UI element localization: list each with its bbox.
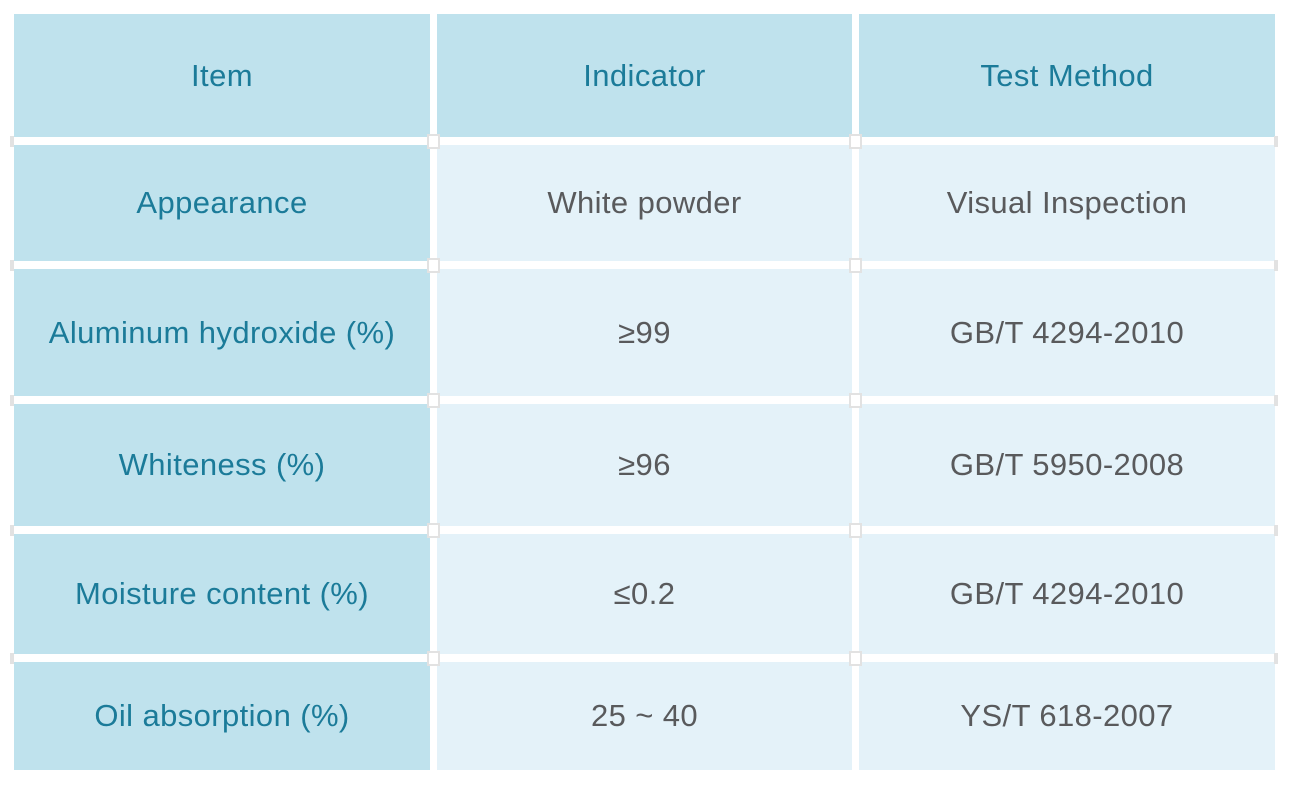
row-oil-absorption-test-method: YS/T 618-2007 bbox=[859, 662, 1275, 770]
edge-tick bbox=[10, 652, 14, 664]
header-cell-test-method: Test Method bbox=[859, 14, 1275, 137]
cell-handle bbox=[849, 392, 862, 408]
cell-handle bbox=[849, 522, 862, 538]
row-aluminum-hydroxide-indicator: ≥99 bbox=[437, 269, 852, 396]
cell-handle bbox=[427, 650, 440, 666]
row-aluminum-hydroxide-item: Aluminum hydroxide (%) bbox=[14, 269, 430, 396]
row-whiteness-test-method: GB/T 5950-2008 bbox=[859, 404, 1275, 526]
row-aluminum-hydroxide-test-method: GB/T 4294-2010 bbox=[859, 269, 1275, 396]
edge-tick bbox=[10, 394, 14, 406]
row-oil-absorption-indicator: 25 ~ 40 bbox=[437, 662, 852, 770]
spec-table: Item Indicator Test Method Appearance Wh… bbox=[14, 14, 1275, 770]
edge-tick bbox=[10, 524, 14, 536]
cell-handle bbox=[849, 650, 862, 666]
cell-handle bbox=[427, 133, 440, 149]
cell-handle bbox=[427, 522, 440, 538]
cell-handle bbox=[427, 392, 440, 408]
row-appearance-test-method: Visual Inspection bbox=[859, 145, 1275, 261]
row-whiteness-indicator: ≥96 bbox=[437, 404, 852, 526]
cell-handle bbox=[849, 257, 862, 273]
edge-tick bbox=[10, 259, 14, 271]
row-oil-absorption-item: Oil absorption (%) bbox=[14, 662, 430, 770]
edge-tick bbox=[1274, 524, 1278, 536]
header-cell-indicator: Indicator bbox=[437, 14, 852, 137]
edge-tick bbox=[1274, 259, 1278, 271]
cell-handle bbox=[427, 257, 440, 273]
row-moisture-content-indicator: ≤0.2 bbox=[437, 534, 852, 654]
edge-tick bbox=[1274, 652, 1278, 664]
header-cell-item: Item bbox=[14, 14, 430, 137]
row-moisture-content-item: Moisture content (%) bbox=[14, 534, 430, 654]
row-appearance-item: Appearance bbox=[14, 145, 430, 261]
edge-tick bbox=[1274, 135, 1278, 147]
cell-handle bbox=[849, 133, 862, 149]
row-moisture-content-test-method: GB/T 4294-2010 bbox=[859, 534, 1275, 654]
row-whiteness-item: Whiteness (%) bbox=[14, 404, 430, 526]
edge-tick bbox=[1274, 394, 1278, 406]
row-appearance-indicator: White powder bbox=[437, 145, 852, 261]
edge-tick bbox=[10, 135, 14, 147]
